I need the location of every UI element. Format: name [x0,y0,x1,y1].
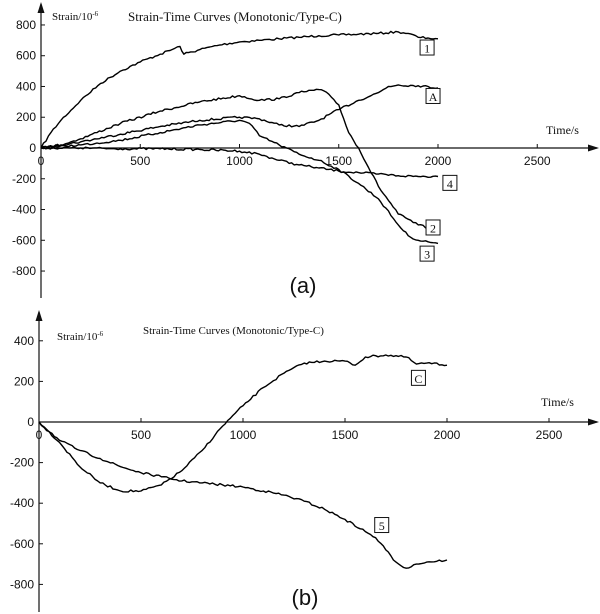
y-tick-label: 200 [14,374,34,388]
x-tick-label: 1500 [325,154,352,168]
series-line-5 [38,421,448,569]
x-ticks: 0 500 1000 1500 2000 2500 [38,144,551,168]
y-axis-arrow [35,310,43,321]
x-tick-label: 500 [131,428,151,442]
y-tick-label: -200 [12,172,36,186]
y-axis-arrow [37,2,45,13]
y-tick-label: 800 [16,18,36,32]
y-axis-label: Strain/10-6 [57,330,104,343]
panel-label: (a) [290,273,317,298]
series-label-4: 4 [447,177,453,191]
y-tick-label: -800 [12,264,36,278]
x-tick-label: 2500 [536,428,563,442]
x-axis-label: Time/s [541,395,574,409]
series-label-C: C [414,372,422,386]
x-tick-label: 2000 [425,154,452,168]
y-tick-label: -200 [10,456,34,470]
y-tick-label: -400 [10,496,34,510]
series-label-box-2 [425,219,441,236]
y-tick-label: 0 [29,141,36,155]
chart-title: Strain-Time Curves (Monotonic/Type-C) [128,9,342,24]
series-label-2: 2 [430,221,436,235]
series-label-box-C [410,369,426,386]
series-labels: 1 A 23 4 [419,39,458,262]
x-tick-label: 0 [36,428,43,442]
y-tick-label: -400 [12,203,36,217]
x-tick-label: 500 [130,154,150,168]
series-lines [38,354,448,569]
y-axis-label: Strain/10-6 [52,10,99,23]
series-label-box-5 [374,517,390,534]
series-lines [40,30,439,245]
x-tick-label: 0 [38,154,45,168]
panel-b: Strain/10-6 Strain-Time Curves (Monotoni… [10,310,599,612]
x-axis-arrow [588,144,599,152]
y-tick-label: -800 [10,577,34,591]
x-axis-label: Time/s [546,123,579,137]
y-tick-label: 600 [16,49,36,63]
x-tick-label: 1000 [226,154,253,168]
x-ticks: 0 500 1000 1500 2000 2500 [36,418,563,442]
series-line-C [38,354,448,493]
y-tick-label: -600 [10,537,34,551]
series-line-4 [40,146,439,178]
series-line-A [40,84,439,149]
x-tick-label: 1500 [332,428,359,442]
series-label-3: 3 [424,248,430,262]
y-tick-label: 400 [16,79,36,93]
series-line-3 [40,119,439,245]
y-tick-label: 400 [14,334,34,348]
series-label-box-3 [419,245,435,262]
series-line-2 [40,88,439,232]
series-label-box-A [425,87,441,104]
panel-a: Strain/10-6 Strain-Time Curves (Monotoni… [12,2,599,298]
y-tick-label: 200 [16,110,36,124]
series-label-5: 5 [379,519,385,533]
y-tick-label: 0 [27,415,34,429]
series-line-1 [40,30,439,149]
series-label-A: A [429,90,438,104]
series-label-1: 1 [424,42,430,56]
x-axis-arrow [588,418,599,426]
series-label-box-4 [442,174,458,191]
chart-title: Strain-Time Curves (Monotonic/Type-C) [143,325,324,337]
series-label-box-1 [419,39,435,56]
panel-label: (b) [292,585,319,610]
y-tick-label: -600 [12,233,36,247]
x-tick-label: 2500 [524,154,551,168]
x-tick-label: 1000 [230,428,257,442]
series-labels: C5 [374,369,426,534]
x-tick-label: 2000 [434,428,461,442]
